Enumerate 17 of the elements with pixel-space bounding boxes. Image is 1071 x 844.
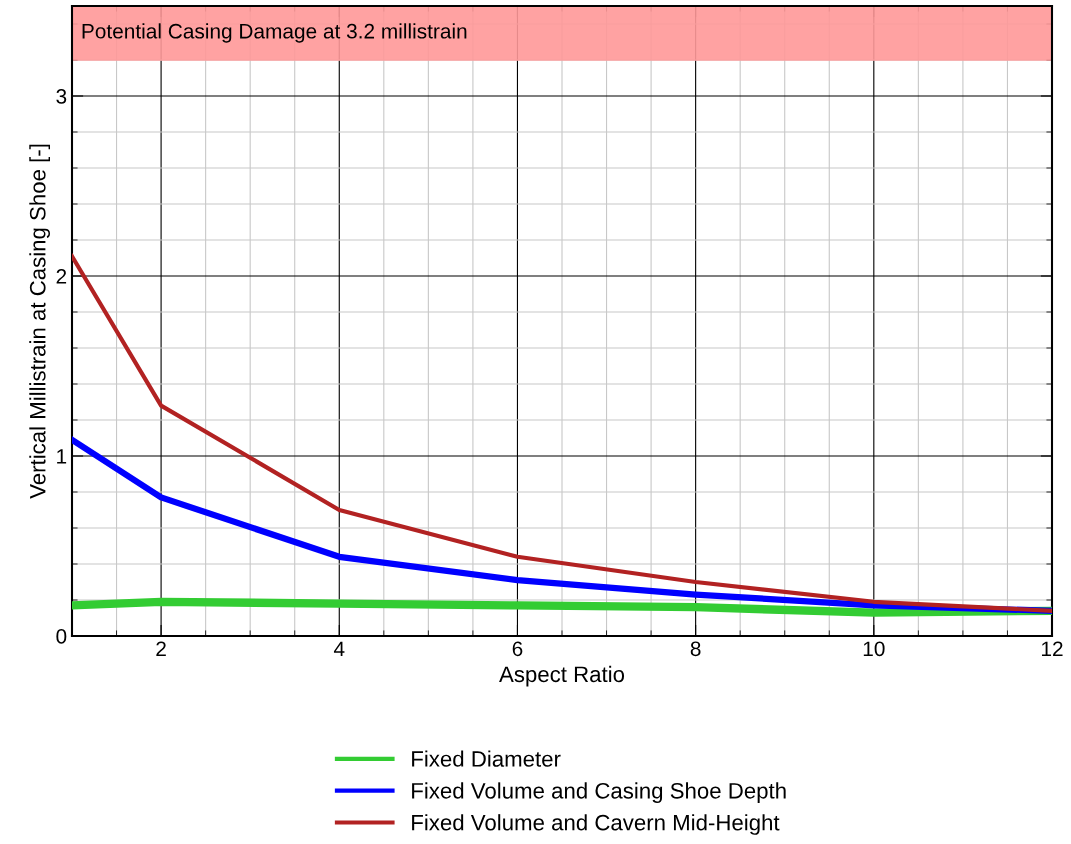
legend-label: Fixed Volume and Casing Shoe Depth [412, 782, 786, 804]
line-series [72, 254, 1052, 613]
y-tick-label: 1 [57, 449, 67, 464]
x-tick-label: 4 [333, 641, 345, 656]
legend-label: Fixed Diameter [412, 750, 561, 767]
legend-label: Fixed Volume and Cavern Mid-Height [412, 814, 780, 835]
x-tick-label: 2 [156, 641, 166, 656]
x-axis-title: Aspect Ratio [499, 665, 625, 687]
y-tick-label: 0 [56, 629, 67, 644]
x-tick-label: 8 [690, 641, 701, 657]
y-axis-title: Vertical Millistrain at Casing Shoe [-] [29, 144, 50, 499]
band-label: Potential Casing Damage at 3.2 millistrain [82, 23, 467, 43]
x-tick-label: 6 [512, 641, 523, 657]
x-tick-label: 12 [1042, 641, 1063, 656]
y-tick-label: 2 [56, 269, 67, 284]
y-tick-label: 3 [56, 89, 67, 104]
x-tick-label: 10 [863, 641, 885, 657]
